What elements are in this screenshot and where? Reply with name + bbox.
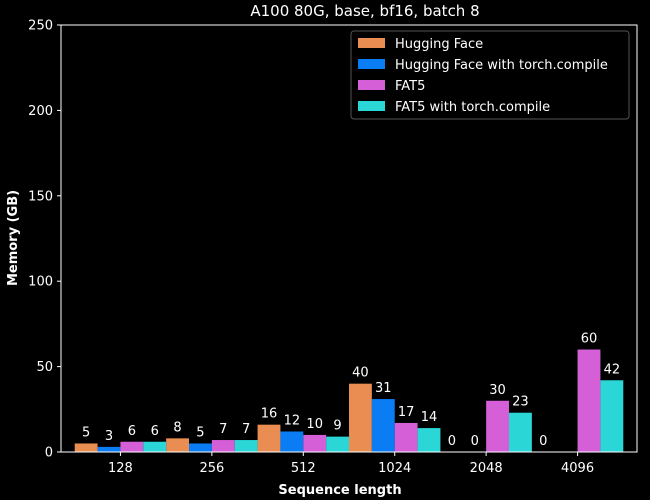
bar-value-label: 10 — [306, 417, 323, 432]
bar-3-1024 — [394, 422, 418, 452]
bar-4-256 — [234, 440, 258, 452]
bar-value-label: 0 — [539, 434, 547, 449]
bar-4-2048 — [509, 412, 532, 452]
bar-2-512 — [280, 431, 304, 452]
bar-value-label: 40 — [352, 366, 369, 381]
legend-swatch — [358, 59, 385, 69]
bar-value-label: 6 — [151, 424, 159, 439]
legend-entry: FAT5 — [395, 79, 425, 94]
legend-entry: Hugging Face — [395, 37, 483, 52]
bar-1-256 — [166, 438, 189, 452]
bar-value-label: 0 — [471, 434, 479, 449]
bar-value-label: 0 — [448, 434, 456, 449]
x-tick-label: 256 — [199, 461, 224, 476]
bar-4-512 — [326, 436, 349, 452]
bar-1-512 — [257, 424, 281, 452]
bar-2-256 — [189, 443, 212, 452]
x-tick-label: 1024 — [378, 461, 411, 476]
bar-value-label: 7 — [242, 422, 250, 437]
y-tick-label: 150 — [28, 189, 53, 204]
bar-3-4096 — [577, 349, 601, 452]
legend-entry: Hugging Face with torch.compile — [395, 58, 608, 73]
legend-entry: FAT5 with torch.compile — [395, 100, 550, 115]
bar-2-1024 — [371, 399, 395, 452]
x-tick-label: 128 — [108, 461, 133, 476]
y-tick-label: 250 — [28, 19, 53, 34]
legend-swatch — [358, 38, 385, 48]
y-tick-label: 50 — [36, 360, 53, 375]
y-axis-label: Memory (GB) — [6, 190, 21, 286]
bar-4-128 — [143, 441, 167, 452]
legend-swatch — [358, 80, 385, 90]
x-tick-label: 512 — [291, 461, 316, 476]
bar-1-128 — [74, 443, 98, 452]
bar-value-label: 5 — [82, 425, 90, 440]
bar-value-label: 5 — [196, 425, 204, 440]
axes-frame — [60, 24, 638, 453]
x-axis-label: Sequence length — [278, 483, 401, 498]
bar-value-label: 16 — [261, 407, 278, 422]
bar-value-label: 7 — [219, 422, 227, 437]
bar-1-1024 — [349, 383, 372, 452]
bar-value-label: 14 — [421, 410, 438, 425]
bar-4-4096 — [600, 380, 624, 452]
bar-value-label: 9 — [333, 419, 341, 434]
bar-value-label: 17 — [398, 405, 415, 420]
legend: Hugging Face Hugging Face with torch.comp… — [350, 30, 630, 120]
bar-3-2048 — [486, 400, 509, 452]
legend-swatch — [358, 101, 385, 111]
bar-3-512 — [303, 434, 327, 452]
bar-value-label: 12 — [284, 414, 301, 429]
bar-value-label: 8 — [173, 420, 181, 435]
legend-frame — [350, 30, 630, 120]
bar-value-label: 23 — [512, 395, 529, 410]
bar-value-label: 30 — [489, 383, 506, 398]
bar-4-1024 — [417, 428, 441, 452]
bar-value-label: 3 — [105, 429, 113, 444]
y-tick-label: 0 — [45, 446, 53, 461]
y-tick-label: 100 — [28, 275, 53, 290]
bar-value-label: 42 — [604, 362, 621, 377]
bar-value-label: 31 — [375, 381, 392, 396]
x-tick-label: 4096 — [561, 461, 594, 476]
x-tick-label: 2048 — [470, 461, 503, 476]
y-tick-label: 200 — [28, 104, 53, 119]
bar-3-256 — [211, 440, 235, 452]
chart-title: A100 80G, base, bf16, batch 8 — [250, 2, 479, 20]
bar-value-label: 60 — [581, 332, 598, 347]
bar-2-128 — [97, 446, 121, 452]
bar-value-label: 6 — [128, 424, 136, 439]
bar-3-128 — [120, 441, 144, 452]
